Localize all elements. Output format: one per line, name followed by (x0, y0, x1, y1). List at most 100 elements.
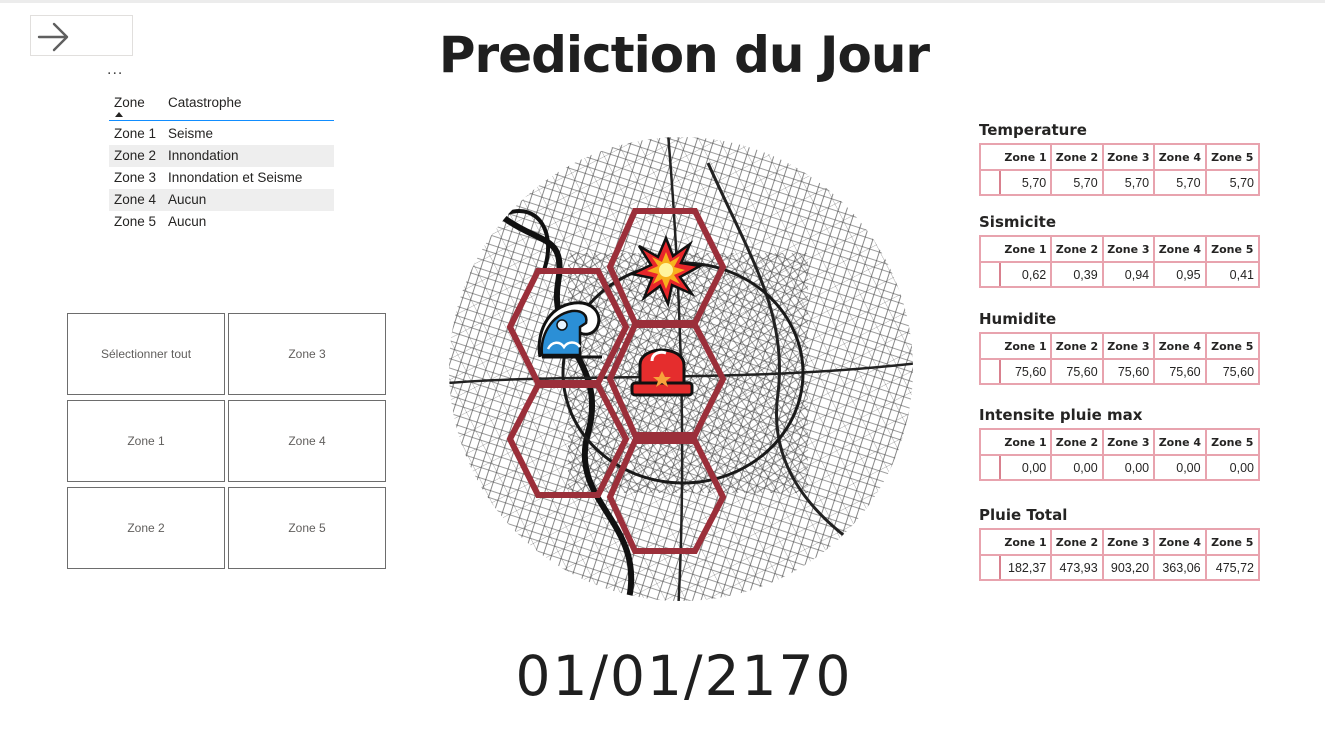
column-header[interactable]: Zone 4 (1155, 430, 1207, 454)
column-header-catastrophe[interactable]: Catastrophe (168, 95, 242, 110)
column-header[interactable]: Zone 3 (1104, 530, 1156, 554)
page-title: Prediction du Jour (438, 26, 930, 84)
column-header[interactable]: Zone 1 (1001, 334, 1053, 358)
sismicite-title: Sismicite (979, 213, 1057, 231)
zone-cell: Zone 2 (114, 148, 157, 163)
zone-catastrophe-table: Zone Catastrophe Zone 1 Seisme Zone 2 In… (109, 93, 334, 233)
table-row: Zone 3 Innondation et Seisme (109, 167, 334, 189)
more-options-icon[interactable]: ... (107, 61, 124, 78)
value-cell: 5,70 (1104, 171, 1156, 194)
value-cell: 0,94 (1104, 263, 1156, 286)
value-cell: 75,60 (1052, 360, 1104, 383)
column-header[interactable]: Zone 5 (1211, 435, 1254, 449)
column-header[interactable]: Zone 5 (1211, 150, 1254, 164)
arrow-right-icon (37, 22, 69, 52)
intensite-table: Zone 1 Zone 2 Zone 3 Zone 4 Zone 5 0,00 … (979, 428, 1260, 481)
value-cell: 75,60 (1155, 360, 1207, 383)
row-index (981, 556, 1001, 579)
value-cell: 0,39 (1052, 263, 1104, 286)
column-header-zone[interactable]: Zone (114, 95, 145, 110)
value-cell: 5,70 (1052, 171, 1104, 194)
catastrophe-cell: Seisme (168, 126, 214, 141)
sismicite-table: Zone 1 Zone 2 Zone 3 Zone 4 Zone 5 0,62 … (979, 235, 1260, 288)
humidite-table: Zone 1 Zone 2 Zone 3 Zone 4 Zone 5 75,60… (979, 332, 1260, 385)
column-header[interactable]: Zone 5 (1211, 242, 1254, 256)
prediction-date: 01/01/2170 (515, 644, 853, 708)
slicer-select-all[interactable]: Sélectionner tout (67, 313, 225, 395)
intensite-panel: Intensite pluie max Zone 1 Zone 2 Zone 3… (979, 406, 1261, 481)
row-index (981, 360, 1001, 383)
catastrophe-cell: Innondation (168, 148, 239, 163)
value-cell: 75,60 (1001, 360, 1053, 383)
catastrophe-cell: Aucun (168, 192, 207, 207)
back-navigation-button[interactable] (30, 15, 133, 56)
pluie-total-table: Zone 1 Zone 2 Zone 3 Zone 4 Zone 5 182,3… (979, 528, 1260, 581)
column-header[interactable]: Zone 4 (1155, 237, 1207, 261)
column-header[interactable]: Zone 5 (1211, 535, 1254, 549)
slicer-zone-5[interactable]: Zone 5 (228, 487, 386, 569)
zone-cell: Zone 4 (114, 192, 157, 207)
slicer-zone-2[interactable]: Zone 2 (67, 487, 225, 569)
humidite-panel: Humidite Zone 1 Zone 2 Zone 3 Zone 4 Zon… (979, 310, 1261, 385)
temperature-panel: Temperature Zone 1 Zone 2 Zone 3 Zone 4 … (979, 121, 1261, 196)
value-cell: 75,60 (1104, 360, 1156, 383)
column-header[interactable]: Zone 4 (1155, 334, 1207, 358)
tsunami-wave-icon (537, 301, 602, 359)
row-index-header (981, 334, 1001, 358)
sort-ascending-icon[interactable] (115, 112, 123, 117)
column-header[interactable]: Zone 3 (1104, 237, 1156, 261)
pluie-total-title: Pluie Total (979, 506, 1068, 524)
hex-zones (506, 208, 727, 554)
slicer-zone-4[interactable]: Zone 4 (228, 400, 386, 482)
temperature-table: Zone 1 Zone 2 Zone 3 Zone 4 Zone 5 5,70 … (979, 143, 1260, 196)
hex-zone-center[interactable] (606, 322, 727, 438)
value-cell: 0,62 (1001, 263, 1053, 286)
row-index (981, 263, 1001, 286)
column-header[interactable]: Zone 5 (1211, 339, 1254, 353)
slicer-zone-1[interactable]: Zone 1 (67, 400, 225, 482)
row-index-header (981, 145, 1001, 169)
column-header[interactable]: Zone 2 (1052, 145, 1104, 169)
value-cell: 0,00 (1229, 460, 1255, 475)
column-header[interactable]: Zone 2 (1052, 530, 1104, 554)
explosion-icon (628, 234, 704, 309)
humidite-title: Humidite (979, 310, 1057, 328)
table-row: Zone 2 Innondation (109, 145, 334, 167)
catastrophe-cell: Aucun (168, 214, 207, 229)
column-header[interactable]: Zone 1 (1001, 430, 1053, 454)
value-cell: 5,70 (1001, 171, 1053, 194)
sismicite-panel: Sismicite Zone 1 Zone 2 Zone 3 Zone 4 Zo… (979, 213, 1261, 288)
catastrophe-cell: Innondation et Seisme (168, 170, 303, 185)
column-header[interactable]: Zone 3 (1104, 334, 1156, 358)
column-header[interactable]: Zone 1 (1001, 145, 1053, 169)
column-header[interactable]: Zone 4 (1155, 530, 1207, 554)
value-cell: 182,37 (1001, 556, 1053, 579)
table-header: Zone Catastrophe (109, 93, 334, 121)
intensite-title: Intensite pluie max (979, 406, 1143, 424)
hex-zone-bottom[interactable] (606, 438, 727, 554)
value-cell: 5,70 (1155, 171, 1207, 194)
slicer-zone-3[interactable]: Zone 3 (228, 313, 386, 395)
column-header[interactable]: Zone 3 (1104, 145, 1156, 169)
value-cell: 5,70 (1229, 175, 1255, 190)
city-map (449, 137, 913, 601)
row-index-header (981, 237, 1001, 261)
row-index-header (981, 530, 1001, 554)
siren-alarm-icon (630, 348, 694, 397)
column-header[interactable]: Zone 4 (1155, 145, 1207, 169)
value-cell: 0,95 (1155, 263, 1207, 286)
column-header[interactable]: Zone 2 (1052, 334, 1104, 358)
column-header[interactable]: Zone 2 (1052, 430, 1104, 454)
value-cell: 0,00 (1104, 456, 1156, 479)
temperature-title: Temperature (979, 121, 1087, 139)
row-index-header (981, 430, 1001, 454)
column-header[interactable]: Zone 3 (1104, 430, 1156, 454)
hex-zone-bottom-left[interactable] (506, 382, 630, 498)
column-header[interactable]: Zone 1 (1001, 237, 1053, 261)
column-header[interactable]: Zone 2 (1052, 237, 1104, 261)
value-cell: 75,60 (1222, 364, 1255, 379)
column-header[interactable]: Zone 1 (1001, 530, 1053, 554)
value-cell: 0,00 (1155, 456, 1207, 479)
value-cell: 0,41 (1229, 267, 1255, 282)
value-cell: 0,00 (1052, 456, 1104, 479)
